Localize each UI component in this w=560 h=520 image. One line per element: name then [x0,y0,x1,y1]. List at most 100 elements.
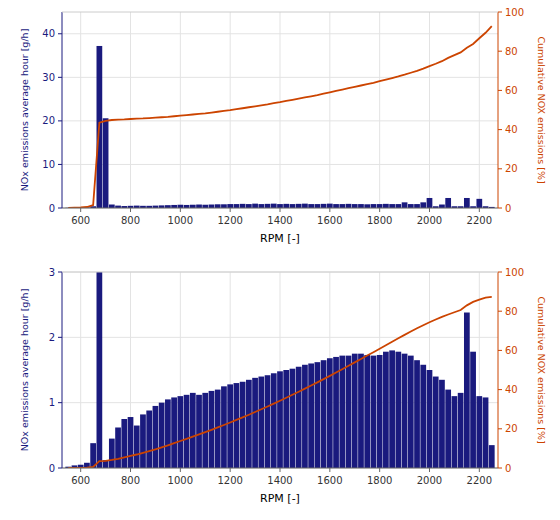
y-tick-label: 30 [42,72,55,83]
y-tick-label: 40 [42,28,55,39]
y2-tick [498,129,502,130]
bar [315,362,321,468]
x-tick [329,208,330,212]
x-tick [479,208,480,212]
bar [184,395,190,468]
bar [171,397,177,468]
bar [128,417,134,468]
y-tick-label: 0 [49,203,55,214]
x-tick-label: 1800 [367,475,392,486]
y2-tick [498,90,502,91]
bar [439,380,445,468]
bar [221,204,227,208]
bar [433,377,439,468]
y2-tick-label: 0 [505,463,511,474]
grid-line-y [62,120,498,121]
bar [395,204,401,208]
y2-tick-label: 20 [505,423,518,434]
x-tick-label: 1200 [217,215,242,226]
bar [246,380,252,468]
bar [464,198,470,208]
x-tick [429,468,430,472]
y2-tick-label: 40 [505,124,518,135]
x-tick [180,208,181,212]
bar [420,365,426,468]
x-tick [479,468,480,472]
panel: 6008001000120014001600180020002200010203… [19,7,547,246]
bar [389,204,395,208]
bar [234,383,240,468]
grid-line-x [130,12,131,208]
y-tick [58,77,62,78]
bar [271,204,277,208]
y2-tick [498,168,502,169]
cumulative-line [68,26,492,208]
bar [308,204,314,208]
bar [283,204,289,208]
y-tick-label: 3 [49,267,55,278]
x-tick-label: 2200 [467,215,492,226]
bar [358,204,364,208]
x-tick [230,468,231,472]
grid-line-x [80,272,81,468]
bar [420,202,426,208]
x-axis-label: RPM [-] [260,232,300,245]
y-axis-line [62,272,63,468]
bar [315,204,321,208]
bar [252,204,258,208]
bar [408,204,414,208]
bar [389,350,395,468]
grid-line-y [62,77,498,78]
y2-axis-label: Cumulative NOX emissions [%] [536,296,547,443]
x-tick [80,468,81,472]
bar [196,205,202,208]
bar [445,390,451,468]
bar [352,354,358,468]
y2-axis-line [498,12,499,208]
bar [252,378,258,468]
bar [227,204,233,208]
bar [215,204,221,208]
x-tick-label: 2000 [417,475,442,486]
y2-tick [498,272,502,273]
bar [146,411,152,468]
x-tick-label: 600 [71,475,90,486]
bar [414,204,420,208]
bar [383,204,389,208]
bar [395,352,401,468]
x-tick [180,468,181,472]
y2-tick [498,208,502,209]
x-tick [379,208,380,212]
x-tick [329,468,330,472]
bar [165,399,171,468]
bar [134,426,140,468]
bar [346,204,352,208]
cumulative-line [68,297,492,468]
bar [209,205,215,208]
bar [246,204,252,208]
bar [339,204,345,208]
y-tick [58,33,62,34]
bar [458,393,464,468]
bar [177,396,183,468]
y-tick [58,337,62,338]
y-tick [58,208,62,209]
bar [277,204,283,208]
y2-tick-label: 0 [505,203,511,214]
bar [377,204,383,208]
y2-tick-label: 100 [505,7,524,18]
x-tick-label: 1000 [168,475,193,486]
bar [302,204,308,208]
y-tick-label: 1 [49,397,55,408]
plot-area [65,26,494,208]
bar [140,414,146,468]
x-tick-label: 600 [71,215,90,226]
bar [190,393,196,468]
grid-line-x [429,12,430,208]
grid-line-y [62,272,498,273]
bar [240,204,246,208]
bar [364,355,370,468]
x-tick-label: 2200 [467,475,492,486]
bar [321,204,327,208]
grid-line-x [280,12,281,208]
